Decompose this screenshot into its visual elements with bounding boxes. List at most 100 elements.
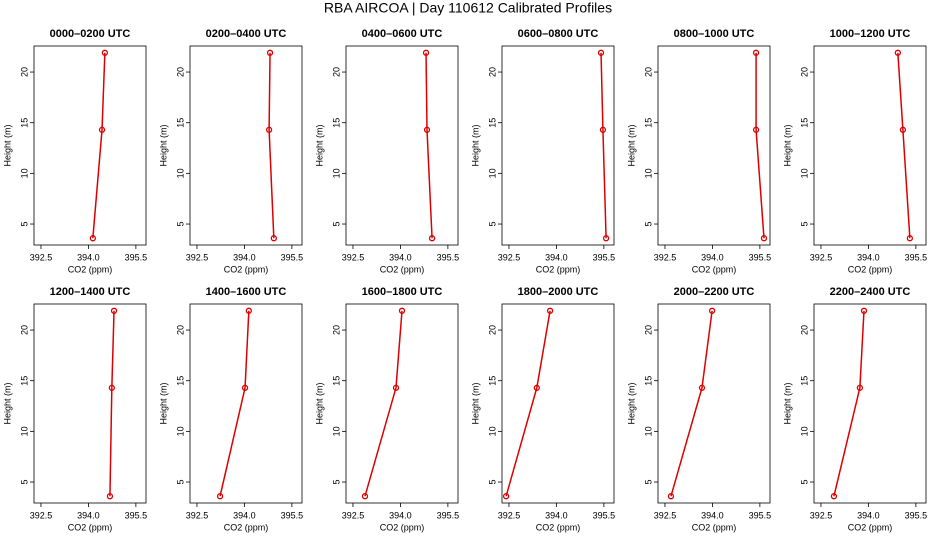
y-tick-label: 10 [331, 426, 341, 436]
profile-line [364, 310, 403, 497]
profile-point [266, 49, 274, 56]
profile-point [361, 493, 369, 500]
profile-line [755, 52, 765, 239]
plot-frame [657, 45, 771, 246]
y-tick-label: 10 [799, 168, 809, 178]
y-axis-label: Height (m) [314, 382, 324, 424]
x-tick-label: 392.5 [30, 510, 53, 520]
profile-point [216, 493, 224, 500]
x-tick-label: 394.0 [545, 252, 568, 262]
x-tick-label: 395.5 [437, 510, 460, 520]
x-axis-label: CO2 (ppm) [692, 264, 737, 274]
x-tick-label: 392.5 [498, 252, 521, 262]
plot-frame [33, 303, 147, 504]
x-axis-label: CO2 (ppm) [224, 522, 269, 532]
x-tick-label: 395.5 [593, 252, 616, 262]
profile-line [219, 310, 250, 497]
x-tick-label: 392.5 [186, 510, 209, 520]
y-tick-label: 15 [643, 376, 653, 386]
y-tick-label: 20 [487, 325, 497, 335]
profile-line [425, 52, 433, 239]
y-tick-label: 15 [331, 118, 341, 128]
y-tick-label: 15 [175, 118, 185, 128]
x-tick-label: 394.0 [701, 510, 724, 520]
profile-point [597, 49, 605, 56]
x-tick-label: 392.5 [342, 252, 365, 262]
y-tick-label: 5 [799, 222, 809, 227]
x-tick-label: 394.0 [233, 510, 256, 520]
panel-title: 1200–1400 UTC [50, 286, 131, 298]
x-axis-label: CO2 (ppm) [380, 264, 425, 274]
x-tick-label: 395.5 [905, 510, 928, 520]
panel-title: 0800–1000 UTC [674, 28, 755, 40]
y-tick-label: 15 [487, 118, 497, 128]
profile-line [670, 310, 713, 497]
y-tick-label: 10 [175, 168, 185, 178]
x-axis-label: CO2 (ppm) [536, 264, 581, 274]
y-tick-label: 5 [331, 222, 341, 227]
profile-point [422, 49, 430, 56]
y-tick-label: 10 [331, 168, 341, 178]
y-axis-label: Height (m) [782, 124, 792, 166]
profile-point [760, 235, 768, 242]
profile-point [906, 235, 914, 242]
y-tick-label: 20 [19, 325, 29, 335]
x-tick-label: 394.0 [77, 510, 100, 520]
profile-point [392, 384, 400, 391]
profile-point [110, 307, 118, 314]
plot-frame [345, 45, 459, 246]
panel-title: 0400–0600 UTC [362, 28, 443, 40]
y-tick-label: 15 [799, 376, 809, 386]
x-tick-label: 395.5 [281, 510, 304, 520]
profile-line [600, 52, 607, 239]
profile-point [533, 384, 540, 391]
profile-point [245, 307, 252, 314]
y-tick-label: 10 [487, 168, 497, 178]
y-tick-label: 15 [799, 118, 809, 128]
x-tick-label: 394.0 [857, 252, 880, 262]
profile-point [708, 307, 716, 314]
y-tick-label: 20 [19, 67, 29, 77]
y-axis-label: Height (m) [782, 382, 792, 424]
y-tick-label: 20 [175, 325, 185, 335]
x-tick-label: 395.5 [437, 252, 460, 262]
y-tick-label: 5 [331, 480, 341, 485]
y-tick-label: 10 [175, 426, 185, 436]
x-axis-label: CO2 (ppm) [68, 264, 113, 274]
y-tick-label: 20 [799, 67, 809, 77]
x-axis-label: CO2 (ppm) [848, 264, 893, 274]
y-tick-label: 20 [331, 67, 341, 77]
x-tick-label: 392.5 [498, 510, 521, 520]
profile-point [599, 126, 607, 133]
y-tick-label: 10 [643, 168, 653, 178]
y-axis-label: Height (m) [158, 382, 168, 424]
x-tick-label: 395.5 [749, 510, 772, 520]
plot-frame [189, 303, 303, 504]
x-axis-label: CO2 (ppm) [692, 522, 737, 532]
profile-point [270, 235, 277, 242]
y-axis-label: Height (m) [2, 382, 12, 424]
x-axis-label: CO2 (ppm) [536, 522, 581, 532]
x-tick-label: 392.5 [186, 252, 209, 262]
panel-title: 1600–1800 UTC [362, 286, 443, 298]
profile-point [546, 307, 554, 314]
profile-point [106, 493, 114, 500]
profile-point [860, 307, 868, 314]
x-tick-label: 394.0 [701, 252, 724, 262]
y-tick-label: 5 [19, 480, 29, 485]
panel-title: 0600–0800 UTC [518, 28, 599, 40]
panel-title: 1800–2000 UTC [518, 286, 599, 298]
panel-title: 2200–2400 UTC [830, 286, 911, 298]
y-tick-label: 5 [799, 480, 809, 485]
x-tick-label: 392.5 [810, 252, 833, 262]
profile-point [899, 126, 907, 133]
plot-frame [813, 303, 927, 504]
panel-title: 1000–1200 UTC [830, 28, 911, 40]
x-axis-label: CO2 (ppm) [848, 522, 893, 532]
profile-point [752, 126, 760, 133]
y-axis-label: Height (m) [2, 124, 12, 166]
profile-point [398, 307, 406, 314]
x-axis-label: CO2 (ppm) [224, 264, 269, 274]
y-tick-label: 10 [799, 426, 809, 436]
profile-point [265, 126, 273, 133]
